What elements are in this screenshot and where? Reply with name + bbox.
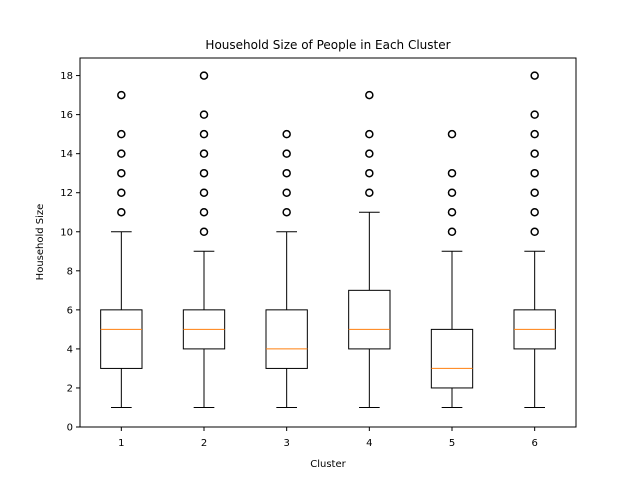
y-tick-label: 0 [67, 423, 73, 434]
outlier-point [530, 188, 539, 197]
outlier-point [530, 129, 539, 139]
outlier-point [530, 110, 539, 119]
outlier-point [365, 90, 374, 100]
x-tick-label: 3 [283, 438, 289, 449]
outlier-point [530, 149, 539, 158]
outlier-point [447, 168, 457, 178]
outlier-point [530, 71, 539, 80]
outlier-point [199, 110, 209, 119]
outlier-point [447, 188, 457, 197]
outlier-point [199, 149, 209, 158]
x-axis-label: Cluster [310, 459, 346, 470]
outlier-point [199, 188, 209, 197]
outlier-point [282, 207, 291, 217]
outlier-point [282, 149, 291, 158]
outlier-point [117, 168, 126, 178]
box-iqr [430, 328, 474, 389]
outlier-point [365, 149, 374, 158]
outlier-point [530, 227, 539, 237]
outlier-point [117, 129, 126, 139]
y-tick-label: 8 [67, 266, 73, 277]
y-tick-label: 16 [60, 110, 73, 121]
outlier-point [530, 168, 539, 178]
x-tick-label: 1 [118, 438, 124, 449]
y-tick-label: 10 [60, 227, 73, 238]
outlier-point [199, 168, 209, 178]
plot-frame [79, 57, 577, 428]
outlier-point [282, 188, 291, 197]
y-tick-label: 18 [60, 71, 73, 82]
x-tick-label: 4 [366, 438, 372, 449]
outlier-point [199, 207, 209, 217]
outlier-point [365, 188, 374, 197]
chart-title: Household Size of People in Each Cluster [205, 38, 450, 52]
y-axis-label: Household Size [35, 204, 46, 281]
y-tick-label: 6 [67, 305, 73, 316]
outlier-point [365, 168, 374, 178]
outlier-point [199, 129, 209, 139]
outlier-point [365, 129, 374, 139]
outlier-point [282, 168, 291, 178]
x-tick-label: 2 [201, 438, 207, 449]
outlier-point [282, 129, 291, 139]
box-iqr [265, 309, 308, 369]
outlier-point [199, 71, 209, 80]
outlier-point [447, 129, 457, 139]
outlier-point [117, 207, 126, 217]
y-tick-label: 4 [67, 344, 73, 355]
y-tick-label: 2 [67, 383, 73, 394]
outlier-point [117, 188, 126, 197]
box-iqr [100, 309, 143, 369]
box-iqr [348, 289, 391, 350]
outlier-point [447, 207, 457, 217]
outlier-point [117, 90, 126, 100]
outlier-point [117, 149, 126, 158]
outlier-point [530, 207, 539, 217]
outlier-point [199, 227, 209, 237]
x-tick-label: 6 [531, 438, 537, 449]
outlier-point [447, 227, 457, 237]
y-tick-label: 14 [60, 149, 73, 160]
x-tick-label: 5 [449, 438, 455, 449]
y-tick-label: 12 [60, 188, 73, 199]
